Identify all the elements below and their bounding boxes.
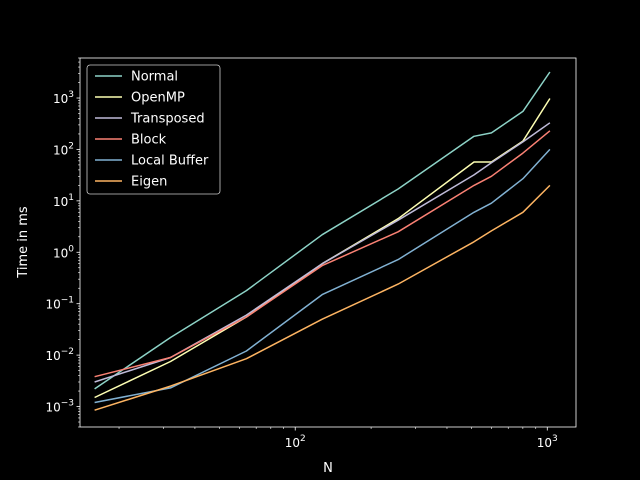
legend-label: Block	[131, 133, 167, 148]
series-line-block	[94, 130, 551, 378]
y-tick-label-exponent: 2	[68, 141, 74, 151]
x-tick-label-base: 10	[537, 436, 552, 450]
y-axis-label: Time in ms	[16, 206, 31, 279]
y-tick-label-base: 10	[53, 92, 68, 106]
series-layer	[94, 71, 551, 411]
legend-label: Normal	[131, 70, 178, 85]
y-tick-label-base: 10	[45, 298, 60, 312]
x-tick-label: 103	[537, 434, 558, 450]
y-tick-label: 100	[53, 244, 74, 260]
legend-label: OpenMP	[131, 91, 185, 106]
y-tick-label: 101	[53, 193, 74, 209]
y-tick-label-exponent: 3	[68, 90, 74, 100]
x-tick-label-exponent: 2	[300, 434, 306, 444]
y-tick-label-exponent: −3	[61, 399, 74, 409]
series-line-normal	[94, 71, 551, 390]
x-tick-label: 102	[285, 434, 306, 450]
y-tick-label-base: 10	[53, 143, 68, 157]
y-tick-label: 10−3	[45, 399, 74, 415]
y-tick-label-exponent: 0	[68, 244, 74, 254]
x-tick-label-exponent: 3	[552, 434, 558, 444]
y-tick-label-base: 10	[45, 401, 60, 415]
y-tick-label: 103	[53, 90, 74, 106]
series-line-eigen	[94, 184, 551, 411]
series-line-local-buffer	[94, 148, 551, 404]
y-tick-label: 102	[53, 141, 74, 157]
y-tick-label-exponent: 1	[68, 193, 74, 203]
x-axis: 102 103	[118, 427, 558, 450]
y-tick-label-exponent: −2	[61, 347, 74, 357]
y-tick-label-base: 10	[53, 195, 68, 209]
plot-frame	[79, 57, 577, 428]
legend-label: Eigen	[131, 175, 167, 190]
x-axis-label: N	[323, 461, 333, 476]
y-tick-label: 10−2	[45, 347, 74, 363]
y-tick-label: 10−1	[45, 296, 74, 312]
y-tick-label-exponent: −1	[61, 296, 74, 306]
legend-label: Local Buffer	[131, 154, 209, 169]
legend: Normal OpenMP Transposed Block Local Buffer E…	[86, 64, 221, 195]
y-tick-label-base: 10	[53, 246, 68, 260]
legend-label: Transposed	[130, 112, 205, 127]
x-tick-label-base: 10	[285, 436, 300, 450]
y-tick-label-base: 10	[45, 349, 60, 363]
